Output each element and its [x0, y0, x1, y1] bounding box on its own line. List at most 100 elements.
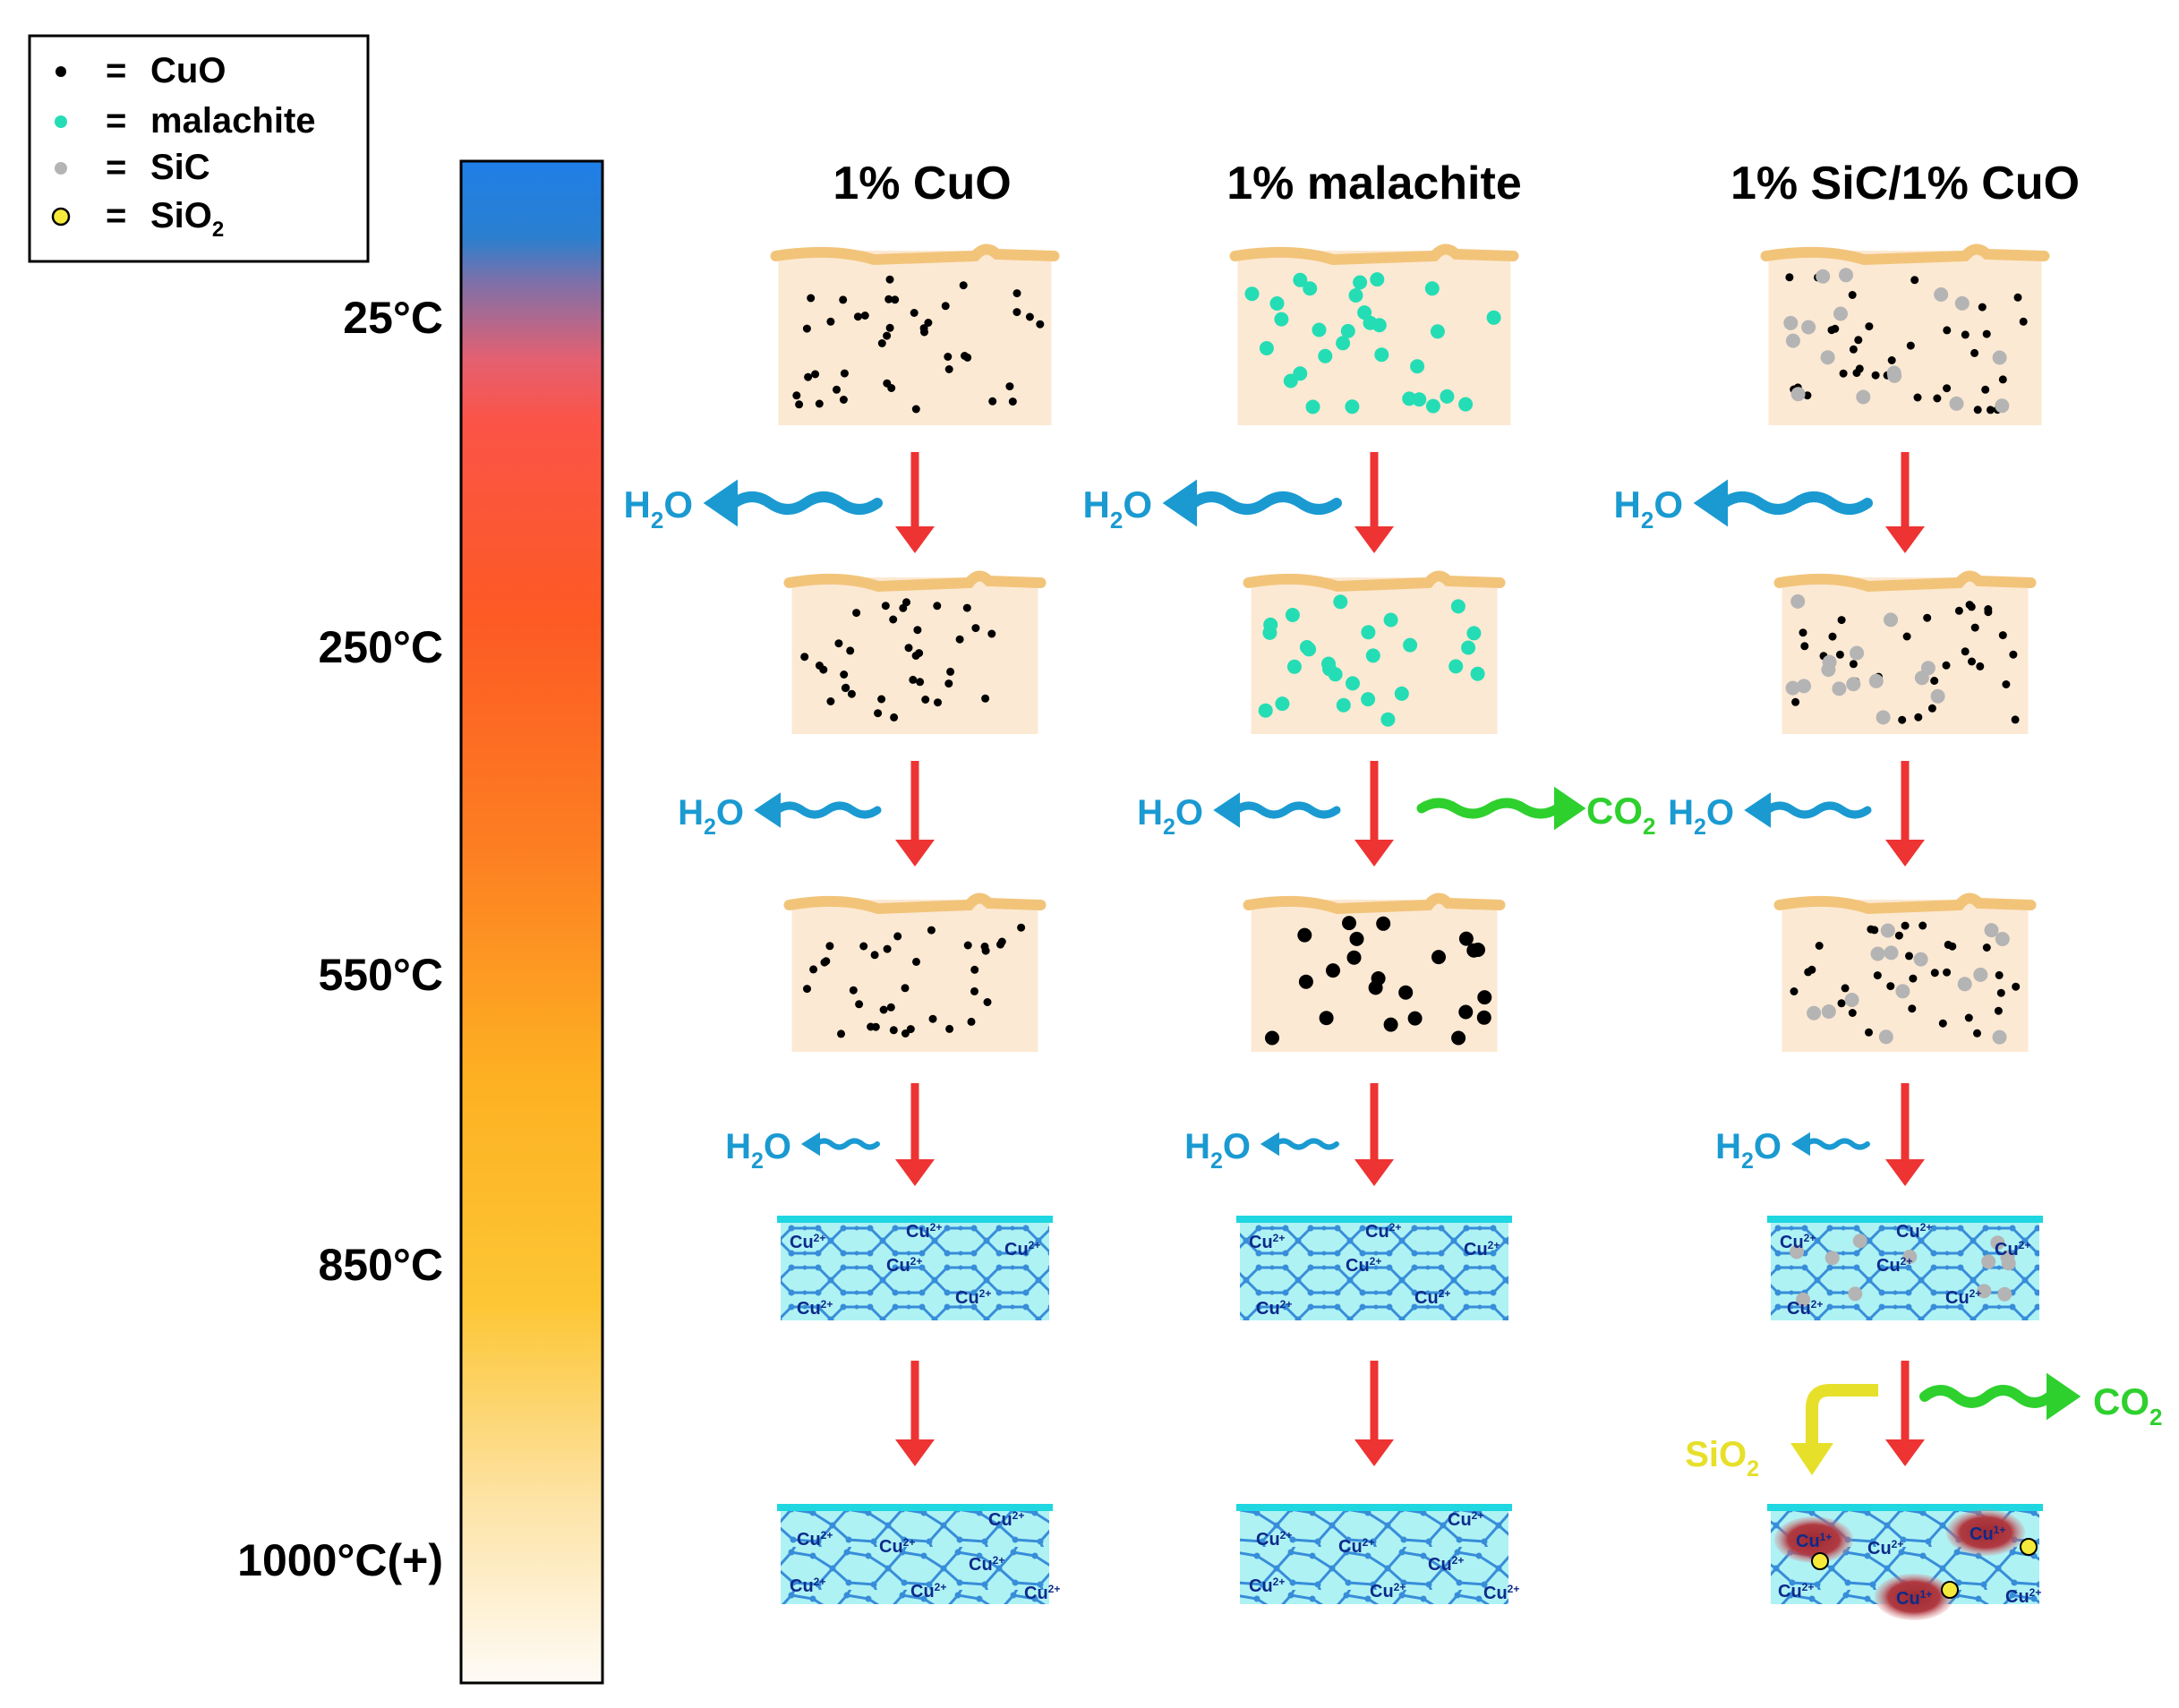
cuo-dot-icon: [56, 66, 66, 77]
cuo-particle: [1887, 356, 1896, 364]
malachite-particle: [1293, 272, 1308, 287]
sample-cuo-stage-2: [783, 570, 1047, 734]
cuo-particle: [2019, 317, 2028, 326]
cu-ion-label: Cu2+: [1249, 1576, 1285, 1596]
cuo-particle: [885, 275, 894, 284]
sic-particle: [1992, 350, 2007, 365]
sic-particle: [1832, 681, 1847, 696]
sample-malachite-stage-1: [1229, 243, 1519, 425]
cuo-particle: [988, 397, 997, 406]
malachite-particle: [1424, 281, 1440, 296]
cuo-particle: [1451, 1030, 1466, 1046]
cu1-cluster: [1946, 1509, 2025, 1556]
surface-crust: [1773, 570, 2037, 593]
cuo-particle: [1998, 631, 2007, 640]
cuo-particle: [955, 635, 964, 644]
co2-label-malachite: CO2: [1586, 790, 1655, 840]
cuo-particle: [1828, 632, 1837, 641]
malachite-particle: [1448, 659, 1464, 674]
cuo-particle: [1855, 364, 1864, 373]
cuo-particle: [981, 694, 990, 703]
water-label-cuo-1: H2O: [624, 483, 693, 534]
cu-ion-label: Cu2+: [1876, 1255, 1912, 1276]
cuo-particle: [871, 1022, 880, 1031]
sic-particle: [1997, 1286, 2012, 1302]
sic-particle: [1797, 679, 1811, 694]
cuo-particle: [1865, 322, 1874, 331]
legend-label-malachite: malachite: [150, 101, 316, 141]
malachite-particle: [1361, 692, 1376, 707]
cuo-particle: [1948, 942, 1957, 951]
temp-label-850: 850°C: [318, 1240, 443, 1290]
cuo-particle: [893, 932, 902, 941]
sample-sic-cuo-stage-2: [1773, 570, 2037, 734]
sic-particle: [1821, 662, 1836, 678]
cuo-particle: [1848, 291, 1857, 299]
water-release-wave-sic-cuo-1: [1693, 479, 1873, 527]
sic-particle: [1876, 710, 1891, 725]
cuo-particle: [885, 323, 894, 332]
malachite-particle: [1346, 676, 1360, 691]
cuo-particle: [792, 391, 801, 400]
cuo-particle: [849, 986, 858, 995]
cu-ion-label: Cu2+: [1338, 1536, 1374, 1557]
sic-particle: [1870, 946, 1885, 961]
sic-particle: [1913, 952, 1928, 967]
sic-particle: [1981, 1254, 1996, 1269]
cuo-particle: [1849, 660, 1858, 669]
cuo-particle: [809, 965, 818, 974]
sic-particle: [1816, 269, 1831, 284]
cuo-particle: [1865, 1028, 1873, 1037]
malachite-particle: [1394, 686, 1409, 701]
sic-particle: [1920, 661, 1935, 676]
sample-malachite-stage-3: [1243, 892, 1506, 1052]
cuo-particle: [825, 942, 834, 951]
malachite-particle: [1412, 392, 1427, 407]
cuo-particle: [1477, 990, 1492, 1005]
surface-crust: [1760, 243, 2050, 266]
surface-crust: [770, 243, 1060, 266]
cu-ion-label: Cu2+: [1448, 1509, 1483, 1530]
cuo-particle: [1013, 308, 1021, 317]
cu-ion-label: Cu2+: [1024, 1583, 1060, 1603]
cuo-particle: [1368, 980, 1383, 995]
malachite-particle: [1303, 281, 1318, 296]
cuo-particle: [1961, 647, 1970, 656]
cu-ion-label: Cu2+: [1346, 1255, 1381, 1276]
legend-label-sic: SiC: [150, 148, 210, 187]
cuo-particle: [1927, 704, 1936, 713]
cuo-particle: [883, 944, 892, 953]
cuo-particle: [1894, 931, 1903, 940]
cu-ion-label: Cu2+: [1464, 1239, 1500, 1260]
cuo-particle: [891, 295, 900, 304]
sic-particle: [1839, 268, 1853, 283]
cuo-particle: [826, 697, 835, 705]
malachite-particle: [1363, 315, 1378, 330]
cuo-particle: [1968, 657, 1976, 666]
cuo-particle: [1349, 931, 1364, 946]
sic-particle: [1949, 396, 1964, 411]
malachite-particle: [1486, 310, 1501, 325]
cuo-particle: [1964, 1013, 1973, 1022]
sic-particle: [1884, 612, 1898, 628]
cuo-particle: [826, 317, 835, 326]
sic-particle: [1790, 594, 1806, 609]
cuo-particle: [980, 942, 989, 951]
cuo-particle: [890, 713, 899, 722]
clay-body: [1768, 251, 2042, 425]
cuo-particle: [1938, 1019, 1947, 1028]
cuo-particle: [906, 1025, 915, 1034]
cu-ion-label: Cu2+: [1365, 1221, 1401, 1242]
cu-ion-label: Cu2+: [1249, 1232, 1285, 1252]
cuo-particle: [1994, 1006, 2003, 1015]
cuo-particle: [933, 602, 942, 611]
water-label-malachite-1: H2O: [1083, 483, 1152, 534]
clay-body: [791, 900, 1038, 1052]
sio2-particle: [1941, 1581, 1959, 1599]
water-label-malachite-2: H2O: [1137, 793, 1203, 840]
cuo-particle: [916, 678, 925, 687]
cuo-particle: [1914, 713, 1923, 722]
sic-particle: [1954, 295, 1970, 311]
cuo-particle: [934, 698, 942, 707]
water-label-cuo-2: H2O: [678, 793, 744, 840]
